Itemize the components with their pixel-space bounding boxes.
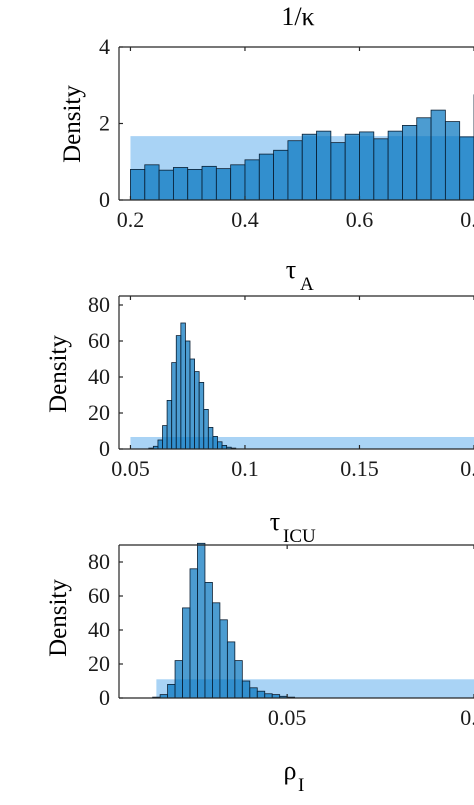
posterior-bar	[201, 165, 217, 201]
y-tick-label: 2	[99, 111, 110, 136]
y-tick-label: 0	[99, 436, 110, 461]
posterior-bar	[387, 130, 403, 201]
posterior-bar	[158, 169, 174, 201]
posterior-bar	[194, 371, 200, 450]
x-tick-label: 0.6	[346, 207, 374, 232]
posterior-bar	[207, 426, 214, 450]
y-tick-label: 0	[99, 685, 110, 710]
posterior-bar	[244, 159, 260, 201]
panel-1: 1/κ Density 0.2 0.4 0.6 0.8 0 2 4	[59, 2, 474, 232]
posterior-bar	[204, 582, 213, 699]
x-tick-label: 0.05	[111, 456, 150, 481]
x-tick-label: 0.2	[117, 207, 145, 232]
posterior-bar	[182, 607, 191, 699]
panel-2-title: τ A	[286, 255, 314, 295]
x-tick-label: 0.1	[231, 456, 259, 481]
y-tick-label: 40	[88, 617, 110, 642]
panel-2-ylabel: Density	[45, 335, 72, 413]
x-tick-label: 0.2	[460, 456, 474, 481]
x-tick-label: 0.4	[231, 207, 259, 232]
panel-3: Density 0.05 0.1 0 20 40 60 80	[45, 542, 474, 730]
posterior-bar	[162, 425, 168, 450]
posterior-bar	[197, 542, 206, 699]
posterior-bar	[301, 133, 317, 201]
panel-3-title-symbol: τ	[270, 507, 280, 536]
posterior-bar	[187, 168, 203, 201]
y-tick-label: 40	[88, 364, 110, 389]
posterior-bar	[249, 687, 258, 699]
posterior-bar	[171, 362, 177, 450]
posterior-bar	[157, 439, 163, 450]
posterior-bar	[230, 164, 246, 201]
y-tick-label: 80	[88, 292, 110, 317]
panel-1-ylabel: Density	[59, 85, 86, 163]
posterior-bar	[359, 131, 375, 201]
posterior-bar	[287, 140, 303, 201]
posterior-bar	[174, 660, 183, 699]
x-tick-label: 0.05	[268, 705, 307, 730]
x-tick-label: 0.15	[340, 456, 379, 481]
y-tick-label: 20	[88, 400, 110, 425]
posterior-bar	[215, 168, 232, 201]
posterior-bar	[258, 153, 274, 201]
bottom-label: ρ I	[284, 756, 305, 796]
posterior-bar	[144, 164, 160, 201]
posterior-bar	[444, 121, 461, 201]
posterior-bar	[273, 149, 289, 201]
panel-2: Density 0.05 0.1 0.15 0.2 0 20 40 60 80	[45, 292, 474, 481]
bottom-label-subscript: I	[298, 775, 304, 796]
posterior-bar	[212, 602, 221, 699]
posterior-bar	[175, 335, 182, 450]
y-tick-label: 20	[88, 651, 110, 676]
y-tick-label: 4	[99, 34, 110, 59]
panel-2-title-symbol: τ	[286, 255, 296, 284]
posterior-bar	[459, 136, 474, 201]
posterior-bar	[416, 117, 432, 201]
posterior-bar	[217, 441, 223, 450]
y-tick-label: 60	[88, 328, 110, 353]
posterior-bar	[198, 381, 205, 450]
posterior-bar	[130, 168, 146, 201]
posterior-bar	[234, 660, 243, 699]
panel-3-title: τ ICU	[270, 507, 316, 547]
y-tick-label: 80	[88, 549, 110, 574]
posterior-bar	[402, 125, 418, 201]
posterior-bar	[256, 690, 266, 699]
panel-2-title-subscript: A	[300, 274, 314, 295]
bottom-label-symbol: ρ	[284, 756, 297, 785]
posterior-bar	[344, 133, 360, 201]
x-tick-label: 0.1	[460, 705, 474, 730]
posterior-bar	[185, 340, 191, 450]
posterior-bar	[264, 693, 273, 699]
x-tick-label: 0.8	[460, 207, 474, 232]
posterior-bar	[226, 641, 236, 699]
posterior-bar	[373, 138, 389, 201]
posterior-bar	[212, 435, 218, 450]
posterior-bar	[203, 408, 209, 450]
panel-3-title-subscript: ICU	[283, 526, 316, 547]
posterior-bar	[166, 399, 173, 450]
y-tick-label: 60	[88, 583, 110, 608]
panel-3-ylabel: Density	[45, 579, 72, 657]
posterior-bar	[241, 680, 251, 699]
posterior-bar	[180, 322, 186, 450]
y-tick-label: 0	[99, 187, 110, 212]
panel-1-title: 1/κ	[281, 2, 314, 31]
posterior-bar	[189, 568, 198, 699]
posterior-bar	[219, 619, 228, 699]
posterior-bar	[172, 167, 189, 201]
posterior-bar	[189, 358, 195, 450]
posterior-bar	[330, 142, 346, 201]
posterior-bar	[430, 109, 446, 201]
posterior-bar	[167, 684, 176, 699]
posterior-bar	[316, 130, 332, 201]
